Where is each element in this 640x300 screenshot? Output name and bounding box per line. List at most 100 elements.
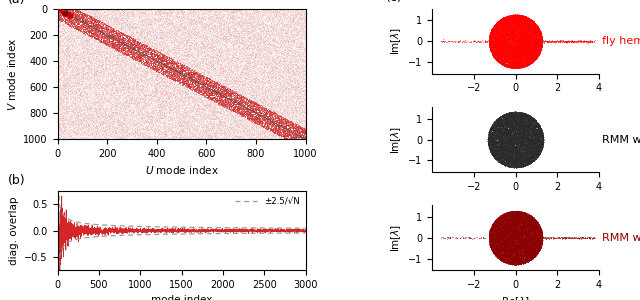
Point	[497, 160, 508, 164]
Point	[209, 120, 219, 125]
Point	[490, 25, 500, 29]
Point	[297, 31, 307, 36]
Point	[530, 27, 540, 32]
Point	[515, 141, 525, 146]
Point	[299, 75, 309, 80]
Point	[66, 96, 76, 101]
Point	[164, 101, 174, 106]
Point	[171, 61, 181, 66]
Point	[171, 124, 181, 128]
Point	[489, 223, 499, 227]
Point	[499, 220, 509, 224]
Point	[495, 38, 505, 43]
Point	[499, 230, 509, 235]
Point	[77, 33, 87, 38]
Point	[65, 85, 76, 90]
Point	[519, 46, 529, 50]
Point	[205, 73, 215, 78]
Point	[135, 115, 145, 120]
Point	[81, 105, 92, 110]
Point	[287, 120, 297, 125]
Point	[298, 8, 308, 12]
Point	[226, 90, 236, 94]
Point	[134, 14, 144, 19]
Point	[493, 58, 503, 62]
Point	[526, 29, 536, 34]
Point	[524, 45, 534, 50]
Point	[285, 18, 295, 23]
Point	[520, 22, 530, 27]
Point	[54, 9, 65, 14]
Point	[233, 108, 243, 112]
Point	[147, 22, 157, 27]
Point	[504, 250, 515, 255]
Point	[81, 71, 91, 76]
Point	[195, 25, 205, 30]
Point	[519, 32, 529, 37]
Point	[264, 110, 275, 115]
Point	[495, 231, 506, 236]
Point	[119, 51, 129, 56]
Point	[511, 259, 522, 263]
Point	[496, 40, 506, 45]
Point	[58, 84, 68, 88]
Point	[534, 247, 544, 252]
Point	[118, 105, 128, 110]
Point	[88, 41, 98, 46]
Point	[529, 33, 539, 38]
Point	[534, 38, 544, 43]
Point	[500, 230, 510, 234]
Point	[505, 122, 515, 126]
Point	[516, 26, 526, 30]
Point	[524, 49, 534, 53]
Point	[292, 81, 302, 86]
Point	[153, 116, 163, 121]
Point	[211, 134, 221, 139]
Point	[259, 46, 269, 51]
Point	[509, 158, 520, 163]
Point	[111, 29, 121, 34]
Point	[497, 41, 507, 46]
Point	[519, 259, 529, 264]
Point	[202, 113, 212, 118]
Point	[96, 24, 106, 28]
Point	[198, 106, 208, 111]
Point	[266, 110, 276, 115]
Point	[503, 236, 513, 241]
Point	[508, 126, 518, 130]
Point	[105, 98, 115, 103]
Point	[510, 162, 520, 167]
Point	[529, 246, 540, 251]
Point	[91, 25, 101, 29]
Point	[490, 44, 500, 48]
Point	[220, 16, 230, 21]
Point	[197, 66, 207, 71]
Point	[246, 39, 257, 44]
Point	[275, 110, 285, 114]
Point	[207, 81, 217, 86]
Point	[239, 102, 250, 106]
Point	[138, 20, 148, 25]
Point	[271, 94, 281, 99]
Point	[495, 227, 505, 232]
Point	[486, 45, 496, 50]
Point	[506, 48, 516, 52]
Point	[243, 118, 253, 123]
Point	[159, 82, 170, 87]
Point	[143, 127, 154, 131]
Point	[502, 118, 513, 123]
Point	[508, 14, 518, 19]
Point	[84, 55, 94, 60]
Point	[162, 61, 172, 65]
Point	[156, 101, 166, 106]
Point	[61, 124, 72, 129]
Point	[218, 17, 228, 22]
Point	[530, 129, 540, 134]
Point	[505, 217, 515, 222]
Point	[67, 42, 77, 47]
Point	[278, 69, 289, 74]
Point	[520, 242, 531, 247]
Point	[257, 17, 268, 22]
Point	[118, 49, 129, 54]
Point	[182, 36, 193, 40]
